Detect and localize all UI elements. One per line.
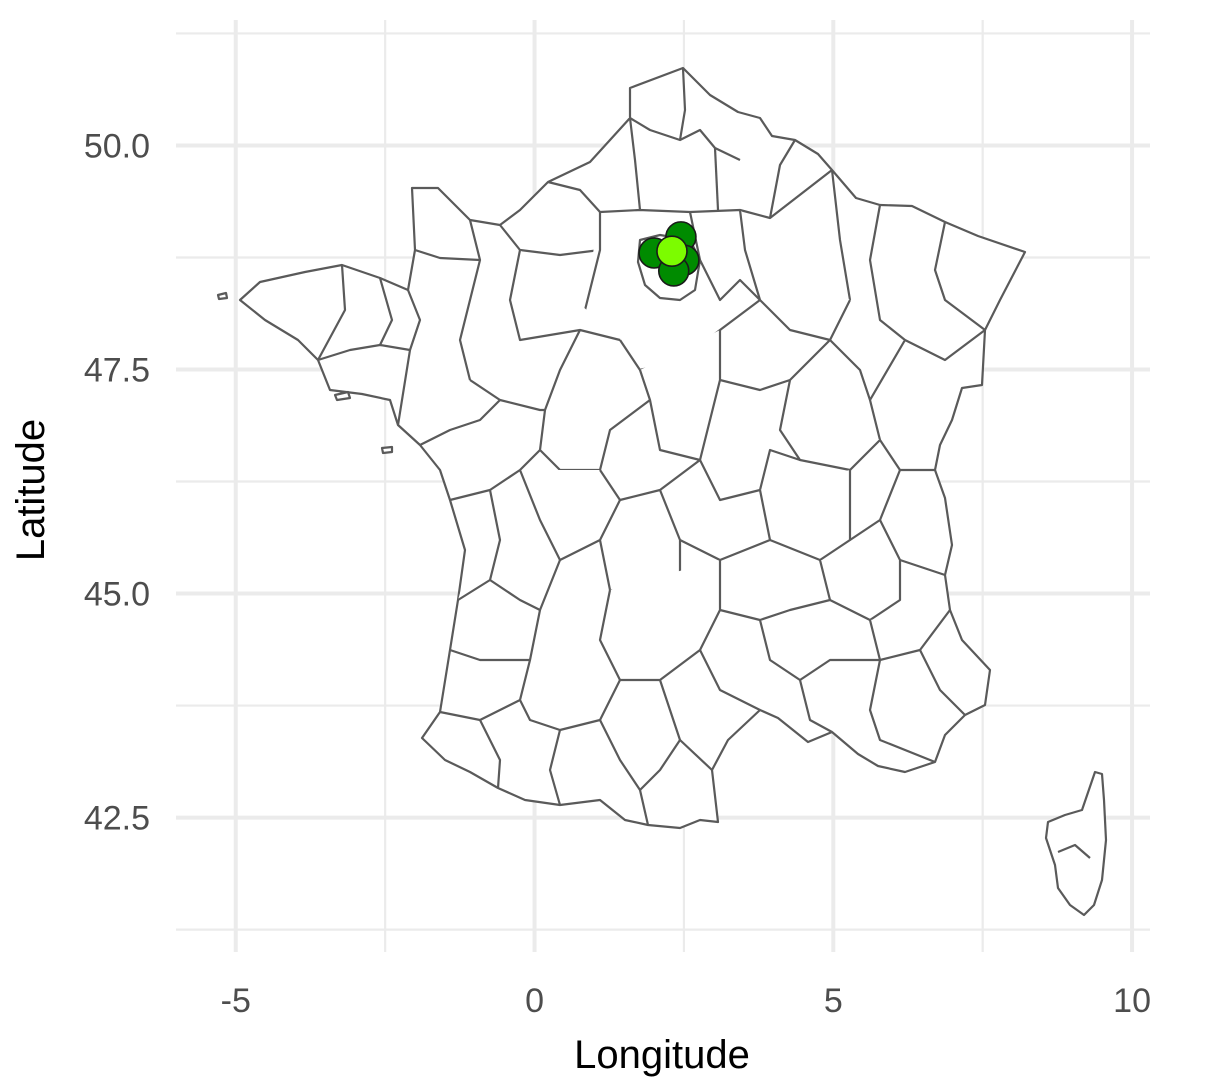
x-tick-label: 5	[824, 982, 843, 1020]
france-departements-map	[216, 66, 1108, 917]
mainland-outline	[238, 66, 1027, 830]
departement-boundaries	[317, 67, 986, 826]
x-tick-label: 0	[525, 982, 544, 1020]
x-tick-label: 10	[1113, 982, 1151, 1020]
location-point	[656, 235, 688, 268]
y-tick-label: 45.0	[84, 576, 150, 614]
corsica-outline	[1044, 770, 1108, 917]
data-points	[638, 221, 700, 287]
island-ouessant	[216, 291, 229, 301]
x-axis-title: Longitude	[574, 1033, 750, 1077]
y-tick-label: 42.5	[84, 800, 150, 838]
y-axis-title: Latitude	[9, 419, 53, 561]
corsica-division	[1057, 843, 1091, 859]
y-tick-label: 47.5	[84, 352, 150, 390]
island-re	[380, 445, 394, 455]
y-tick-label: 50.0	[84, 127, 150, 165]
island-belle-ile	[333, 390, 352, 402]
y-axis-tick-labels: 42.5 45.0 47.5 50.0	[84, 127, 150, 837]
x-tick-label: -5	[221, 982, 251, 1020]
x-axis-tick-labels: -5 0 5 10	[221, 982, 1151, 1020]
